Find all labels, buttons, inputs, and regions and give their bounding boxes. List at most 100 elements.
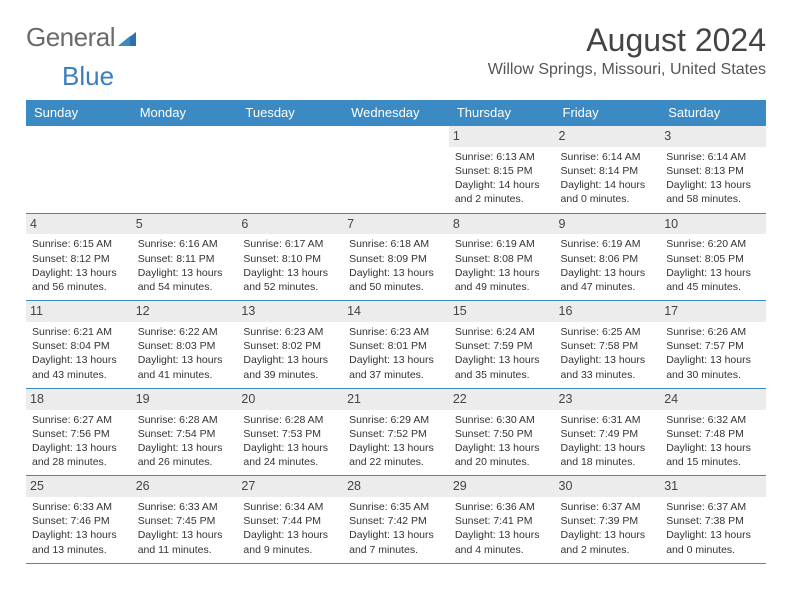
- day-detail-line: and 13 minutes.: [32, 543, 126, 557]
- day-detail-line: and 43 minutes.: [32, 368, 126, 382]
- calendar-day-cell: 17Sunrise: 6:26 AMSunset: 7:57 PMDayligh…: [660, 301, 766, 389]
- day-detail-line: Sunrise: 6:28 AM: [138, 413, 232, 427]
- day-detail-line: and 11 minutes.: [138, 543, 232, 557]
- calendar-day-cell: 8Sunrise: 6:19 AMSunset: 8:08 PMDaylight…: [449, 213, 555, 301]
- day-number: 1: [449, 126, 555, 147]
- brand-part1: General: [26, 22, 115, 53]
- day-detail-line: Daylight: 13 hours: [666, 528, 760, 542]
- weekday-header: Sunday: [26, 100, 132, 126]
- day-detail-line: Sunset: 7:49 PM: [561, 427, 655, 441]
- day-detail-line: and 33 minutes.: [561, 368, 655, 382]
- day-detail-line: Daylight: 13 hours: [666, 178, 760, 192]
- day-detail-line: Sunset: 7:42 PM: [349, 514, 443, 528]
- calendar-day-cell: [237, 126, 343, 214]
- day-detail-line: Sunrise: 6:22 AM: [138, 325, 232, 339]
- weekday-header: Tuesday: [237, 100, 343, 126]
- calendar-day-cell: 16Sunrise: 6:25 AMSunset: 7:58 PMDayligh…: [555, 301, 661, 389]
- calendar-day-cell: 28Sunrise: 6:35 AMSunset: 7:42 PMDayligh…: [343, 476, 449, 564]
- day-detail-line: Sunrise: 6:33 AM: [138, 500, 232, 514]
- day-number: 17: [660, 301, 766, 322]
- day-detail-line: and 45 minutes.: [666, 280, 760, 294]
- day-detail-line: Daylight: 13 hours: [561, 441, 655, 455]
- day-detail-line: Sunrise: 6:36 AM: [455, 500, 549, 514]
- day-number: 15: [449, 301, 555, 322]
- day-detail-line: and 39 minutes.: [243, 368, 337, 382]
- brand-triangle-icon: [118, 22, 136, 53]
- day-detail-line: Sunset: 7:41 PM: [455, 514, 549, 528]
- day-detail-line: and 47 minutes.: [561, 280, 655, 294]
- calendar-day-cell: 27Sunrise: 6:34 AMSunset: 7:44 PMDayligh…: [237, 476, 343, 564]
- day-detail-line: Sunset: 8:12 PM: [32, 252, 126, 266]
- calendar-day-cell: 1 Sunrise: 6:13 AMSunset: 8:15 PMDaylight…: [449, 126, 555, 214]
- day-detail-line: Daylight: 13 hours: [32, 528, 126, 542]
- day-detail-line: Sunrise: 6:13 AM: [455, 150, 549, 164]
- calendar-day-cell: 15Sunrise: 6:24 AMSunset: 7:59 PMDayligh…: [449, 301, 555, 389]
- day-detail-line: Daylight: 13 hours: [32, 353, 126, 367]
- day-number: 7: [343, 214, 449, 235]
- day-number: 25: [26, 476, 132, 497]
- day-detail-line: and 37 minutes.: [349, 368, 443, 382]
- day-detail-line: Sunset: 8:13 PM: [666, 164, 760, 178]
- day-detail-line: Sunrise: 6:16 AM: [138, 237, 232, 251]
- day-detail-line: Daylight: 13 hours: [455, 353, 549, 367]
- weekday-header: Saturday: [660, 100, 766, 126]
- day-detail-line: Daylight: 14 hours: [455, 178, 549, 192]
- calendar-week-row: 11Sunrise: 6:21 AMSunset: 8:04 PMDayligh…: [26, 301, 766, 389]
- day-number: 2: [555, 126, 661, 147]
- calendar-day-cell: 29Sunrise: 6:36 AMSunset: 7:41 PMDayligh…: [449, 476, 555, 564]
- day-number: 8: [449, 214, 555, 235]
- day-detail-line: Sunset: 8:05 PM: [666, 252, 760, 266]
- day-detail-line: Sunset: 7:54 PM: [138, 427, 232, 441]
- day-number: 16: [555, 301, 661, 322]
- day-detail-line: Sunrise: 6:24 AM: [455, 325, 549, 339]
- day-detail-line: Sunrise: 6:33 AM: [32, 500, 126, 514]
- day-detail-line: Daylight: 13 hours: [138, 441, 232, 455]
- day-detail-line: Daylight: 13 hours: [666, 266, 760, 280]
- day-number: 22: [449, 389, 555, 410]
- calendar-day-cell: 12Sunrise: 6:22 AMSunset: 8:03 PMDayligh…: [132, 301, 238, 389]
- calendar-day-cell: [343, 126, 449, 214]
- day-detail-line: and 41 minutes.: [138, 368, 232, 382]
- weekday-row: SundayMondayTuesdayWednesdayThursdayFrid…: [26, 100, 766, 126]
- day-detail-line: Sunrise: 6:28 AM: [243, 413, 337, 427]
- day-detail-line: Sunset: 7:52 PM: [349, 427, 443, 441]
- day-detail-line: Daylight: 13 hours: [561, 528, 655, 542]
- day-detail-line: Sunrise: 6:29 AM: [349, 413, 443, 427]
- day-detail-line: Sunset: 8:08 PM: [455, 252, 549, 266]
- day-detail-line: Daylight: 13 hours: [666, 353, 760, 367]
- calendar-day-cell: [26, 126, 132, 214]
- day-number: 6: [237, 214, 343, 235]
- calendar-day-cell: 26Sunrise: 6:33 AMSunset: 7:45 PMDayligh…: [132, 476, 238, 564]
- day-number: 21: [343, 389, 449, 410]
- day-detail-line: Sunrise: 6:26 AM: [666, 325, 760, 339]
- calendar-week-row: 25Sunrise: 6:33 AMSunset: 7:46 PMDayligh…: [26, 476, 766, 564]
- calendar-day-cell: 11Sunrise: 6:21 AMSunset: 8:04 PMDayligh…: [26, 301, 132, 389]
- calendar-day-cell: 19 Sunrise: 6:28 AMSunset: 7:54 PMDayligh…: [132, 388, 238, 476]
- day-detail-line: Daylight: 13 hours: [243, 353, 337, 367]
- calendar-day-cell: [132, 126, 238, 214]
- weekday-header: Wednesday: [343, 100, 449, 126]
- day-detail-line: Daylight: 13 hours: [349, 266, 443, 280]
- day-detail-line: Sunrise: 6:19 AM: [561, 237, 655, 251]
- day-number: 19: [132, 389, 238, 410]
- calendar-day-cell: 24Sunrise: 6:32 AMSunset: 7:48 PMDayligh…: [660, 388, 766, 476]
- title-block: August 2024 Willow Springs, Missouri, Un…: [488, 22, 766, 79]
- day-number: 3: [660, 126, 766, 147]
- calendar-day-cell: 9Sunrise: 6:19 AMSunset: 8:06 PMDaylight…: [555, 213, 661, 301]
- day-detail-line: Sunset: 7:48 PM: [666, 427, 760, 441]
- day-number: 9: [555, 214, 661, 235]
- day-detail-line: Sunset: 7:50 PM: [455, 427, 549, 441]
- day-detail-line: and 15 minutes.: [666, 455, 760, 469]
- day-detail-line: Sunrise: 6:37 AM: [666, 500, 760, 514]
- day-detail-line: Sunset: 8:09 PM: [349, 252, 443, 266]
- day-detail-line: Daylight: 13 hours: [243, 441, 337, 455]
- day-number: 27: [237, 476, 343, 497]
- day-detail-line: and 2 minutes.: [561, 543, 655, 557]
- day-detail-line: Daylight: 13 hours: [561, 266, 655, 280]
- day-detail-line: Sunrise: 6:27 AM: [32, 413, 126, 427]
- day-detail-line: Sunset: 8:15 PM: [455, 164, 549, 178]
- day-detail-line: Daylight: 13 hours: [349, 528, 443, 542]
- day-detail-line: Sunset: 7:45 PM: [138, 514, 232, 528]
- day-detail-line: and 30 minutes.: [666, 368, 760, 382]
- day-detail-line: Sunrise: 6:14 AM: [561, 150, 655, 164]
